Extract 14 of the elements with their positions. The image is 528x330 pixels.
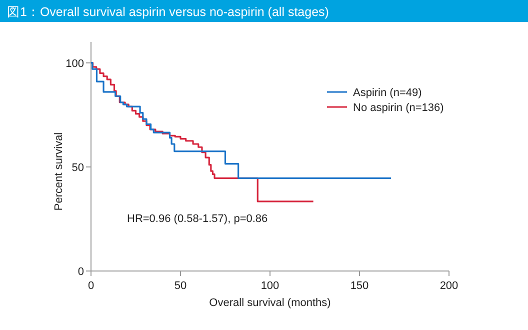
y-tick-label: 0 (78, 266, 84, 278)
y-axis-title: Percent survival (53, 132, 65, 211)
legend-label: No aspirin (n=136) (353, 102, 444, 114)
x-tick-label: 0 (88, 280, 94, 292)
annotation: HR=0.96 (0.58-1.57), p=0.86 (127, 213, 268, 225)
x-tick-label: 150 (350, 280, 369, 292)
x-axis-title: Overall survival (months) (209, 297, 331, 309)
x-tick-label: 100 (260, 280, 280, 292)
x-tick-label: 200 (440, 280, 458, 292)
y-tick-label: 50 (72, 162, 84, 174)
y-tick-label: 100 (66, 58, 84, 70)
legend-label: Aspirin (n=49) (353, 87, 422, 99)
x-tick-label: 50 (174, 280, 187, 292)
chart-title: 図1：Overall survival aspirin versus no-aspirin (all stages) (7, 5, 329, 19)
